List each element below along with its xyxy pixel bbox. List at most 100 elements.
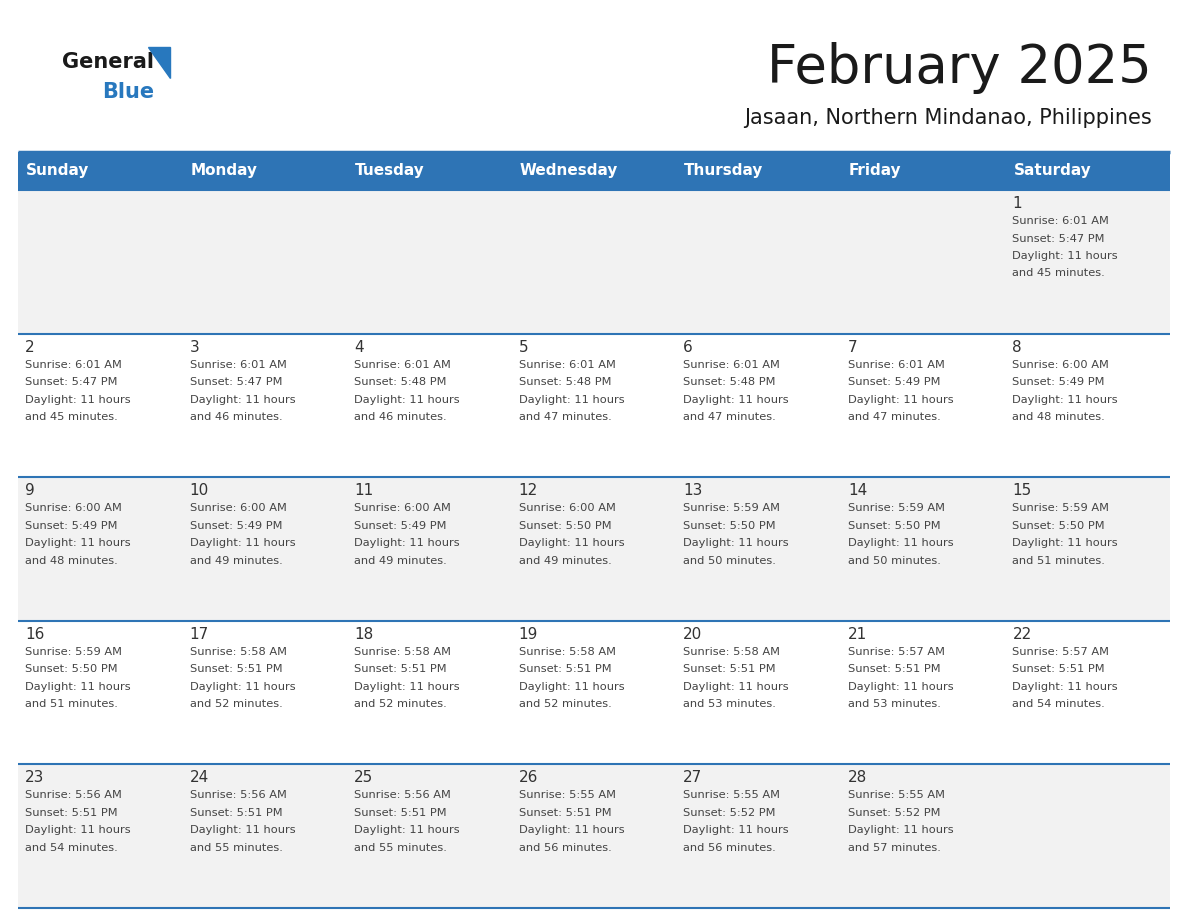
Text: Blue: Blue (102, 82, 154, 102)
Text: 4: 4 (354, 340, 364, 354)
Bar (1005, 477, 1170, 621)
Text: Saturday: Saturday (1013, 163, 1092, 178)
Bar (1005, 765, 1170, 908)
Text: and 52 minutes.: and 52 minutes. (354, 700, 447, 710)
Text: and 50 minutes.: and 50 minutes. (683, 555, 776, 565)
Text: Sunset: 5:51 PM: Sunset: 5:51 PM (683, 665, 776, 675)
Bar (18, 765, 183, 908)
Bar (18, 477, 183, 621)
Text: Sunrise: 6:01 AM: Sunrise: 6:01 AM (25, 360, 122, 370)
Text: Sunrise: 5:56 AM: Sunrise: 5:56 AM (190, 790, 286, 800)
Text: and 51 minutes.: and 51 minutes. (25, 700, 118, 710)
Text: Jasaan, Northern Mindanao, Philippines: Jasaan, Northern Mindanao, Philippines (744, 108, 1152, 128)
Text: 17: 17 (190, 627, 209, 642)
Text: Friday: Friday (849, 163, 902, 178)
Bar (18, 152, 183, 190)
Text: February 2025: February 2025 (767, 42, 1152, 94)
Text: Sunset: 5:49 PM: Sunset: 5:49 PM (25, 521, 118, 531)
Text: 16: 16 (25, 627, 44, 642)
Text: 6: 6 (683, 340, 693, 354)
Bar (841, 152, 1005, 190)
Text: Monday: Monday (190, 163, 258, 178)
Text: and 49 minutes.: and 49 minutes. (519, 555, 612, 565)
Text: Daylight: 11 hours: Daylight: 11 hours (354, 395, 460, 405)
Text: Sunset: 5:51 PM: Sunset: 5:51 PM (25, 808, 118, 818)
Text: and 47 minutes.: and 47 minutes. (519, 412, 612, 422)
Bar (676, 152, 841, 190)
Text: and 47 minutes.: and 47 minutes. (848, 412, 941, 422)
Text: Sunset: 5:51 PM: Sunset: 5:51 PM (519, 665, 612, 675)
Text: Sunset: 5:49 PM: Sunset: 5:49 PM (1012, 377, 1105, 387)
Text: and 54 minutes.: and 54 minutes. (25, 843, 118, 853)
Text: Sunrise: 6:01 AM: Sunrise: 6:01 AM (354, 360, 451, 370)
Text: 7: 7 (848, 340, 858, 354)
Text: and 48 minutes.: and 48 minutes. (25, 555, 118, 565)
Bar (183, 333, 347, 477)
Text: Sunset: 5:51 PM: Sunset: 5:51 PM (190, 665, 283, 675)
Text: and 49 minutes.: and 49 minutes. (190, 555, 283, 565)
Bar (841, 765, 1005, 908)
Text: Sunrise: 6:00 AM: Sunrise: 6:00 AM (190, 503, 286, 513)
Text: Sunset: 5:48 PM: Sunset: 5:48 PM (683, 377, 776, 387)
Text: Sunset: 5:51 PM: Sunset: 5:51 PM (1012, 665, 1105, 675)
Text: 3: 3 (190, 340, 200, 354)
Bar (183, 477, 347, 621)
Bar (347, 190, 512, 333)
Bar (18, 621, 183, 765)
Text: Sunset: 5:50 PM: Sunset: 5:50 PM (683, 521, 776, 531)
Text: 13: 13 (683, 483, 702, 498)
Text: Daylight: 11 hours: Daylight: 11 hours (683, 825, 789, 835)
Text: Sunrise: 5:59 AM: Sunrise: 5:59 AM (848, 503, 944, 513)
Text: 28: 28 (848, 770, 867, 786)
Text: Sunrise: 5:59 AM: Sunrise: 5:59 AM (683, 503, 781, 513)
Text: 10: 10 (190, 483, 209, 498)
Text: Sunrise: 5:58 AM: Sunrise: 5:58 AM (519, 647, 615, 656)
Bar (512, 190, 676, 333)
Text: 11: 11 (354, 483, 373, 498)
Bar (512, 765, 676, 908)
Text: Sunset: 5:50 PM: Sunset: 5:50 PM (25, 665, 118, 675)
Text: 27: 27 (683, 770, 702, 786)
Text: 1: 1 (1012, 196, 1022, 211)
Bar (512, 333, 676, 477)
Bar (841, 333, 1005, 477)
Bar (512, 477, 676, 621)
Text: Daylight: 11 hours: Daylight: 11 hours (25, 682, 131, 692)
Text: Daylight: 11 hours: Daylight: 11 hours (1012, 682, 1118, 692)
Bar (676, 190, 841, 333)
Text: Daylight: 11 hours: Daylight: 11 hours (25, 825, 131, 835)
Bar (676, 765, 841, 908)
Text: Sunset: 5:50 PM: Sunset: 5:50 PM (848, 521, 941, 531)
Text: and 52 minutes.: and 52 minutes. (519, 700, 612, 710)
Text: Daylight: 11 hours: Daylight: 11 hours (848, 538, 954, 548)
Text: 9: 9 (25, 483, 34, 498)
Bar (347, 765, 512, 908)
Text: and 55 minutes.: and 55 minutes. (190, 843, 283, 853)
Text: 20: 20 (683, 627, 702, 642)
Bar (676, 621, 841, 765)
Text: Sunrise: 6:01 AM: Sunrise: 6:01 AM (683, 360, 781, 370)
Bar (183, 765, 347, 908)
Bar (841, 477, 1005, 621)
Text: Sunset: 5:50 PM: Sunset: 5:50 PM (1012, 521, 1105, 531)
Text: Daylight: 11 hours: Daylight: 11 hours (190, 395, 295, 405)
Text: Sunset: 5:49 PM: Sunset: 5:49 PM (848, 377, 941, 387)
Text: 14: 14 (848, 483, 867, 498)
Text: and 49 minutes.: and 49 minutes. (354, 555, 447, 565)
Text: Daylight: 11 hours: Daylight: 11 hours (190, 825, 295, 835)
Text: Daylight: 11 hours: Daylight: 11 hours (25, 538, 131, 548)
Text: 26: 26 (519, 770, 538, 786)
Text: Sunrise: 6:00 AM: Sunrise: 6:00 AM (25, 503, 122, 513)
Text: 2: 2 (25, 340, 34, 354)
Bar (347, 152, 512, 190)
Text: Sunrise: 5:57 AM: Sunrise: 5:57 AM (848, 647, 944, 656)
Text: Sunset: 5:49 PM: Sunset: 5:49 PM (354, 521, 447, 531)
Text: Sunrise: 5:56 AM: Sunrise: 5:56 AM (25, 790, 122, 800)
Text: 5: 5 (519, 340, 529, 354)
Text: and 53 minutes.: and 53 minutes. (848, 700, 941, 710)
Text: and 50 minutes.: and 50 minutes. (848, 555, 941, 565)
Bar (18, 333, 183, 477)
Text: Sunrise: 5:58 AM: Sunrise: 5:58 AM (190, 647, 286, 656)
Text: Thursday: Thursday (684, 163, 764, 178)
Text: Sunrise: 5:57 AM: Sunrise: 5:57 AM (1012, 647, 1110, 656)
